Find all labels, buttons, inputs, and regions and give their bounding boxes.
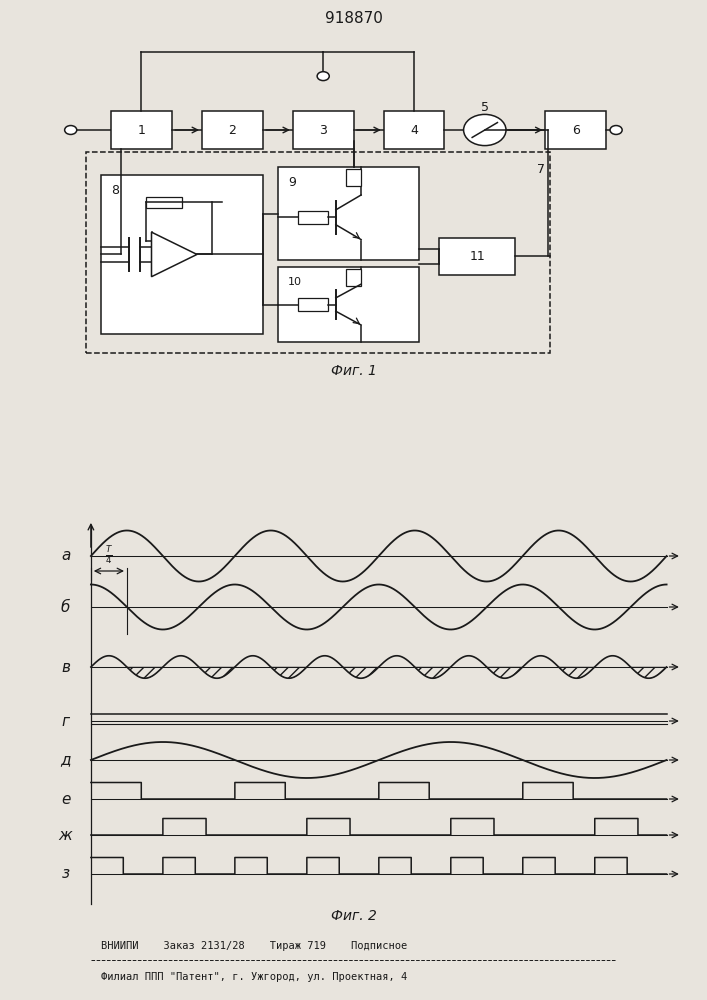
Text: 10: 10	[288, 277, 302, 287]
Bar	[278, 267, 419, 342]
Text: з: з	[62, 866, 70, 882]
Text: б: б	[61, 599, 70, 614]
Bar	[346, 269, 361, 286]
Bar	[111, 111, 172, 149]
Text: 2: 2	[228, 123, 236, 136]
Text: Фиг. 2: Фиг. 2	[331, 909, 376, 923]
Text: 5: 5	[481, 101, 489, 114]
Text: 918870: 918870	[325, 11, 382, 26]
Polygon shape	[151, 232, 197, 277]
Text: а: а	[61, 548, 70, 564]
Circle shape	[64, 126, 77, 134]
Text: 3: 3	[320, 123, 327, 136]
Text: Филиал ППП "Патент", г. Ужгород, ул. Проектная, 4: Филиал ППП "Патент", г. Ужгород, ул. Про…	[101, 972, 407, 982]
Bar	[298, 298, 328, 311]
Text: 1: 1	[137, 123, 146, 136]
Bar	[101, 175, 262, 334]
Bar	[278, 167, 419, 260]
Bar	[439, 238, 515, 275]
Text: 7: 7	[537, 163, 545, 176]
Bar	[146, 197, 182, 208]
Bar	[293, 111, 354, 149]
Bar	[545, 111, 606, 149]
Text: $\frac{T}{4}$: $\frac{T}{4}$	[105, 545, 113, 566]
Text: д: д	[60, 752, 71, 768]
Text: е: е	[61, 792, 70, 806]
Bar	[202, 111, 262, 149]
Text: 6: 6	[572, 123, 580, 136]
Text: 4: 4	[410, 123, 418, 136]
Circle shape	[464, 114, 506, 146]
Circle shape	[317, 72, 329, 81]
Text: 11: 11	[469, 250, 485, 263]
Text: ВНИИПИ    Заказ 2131/28    Тираж 719    Подписное: ВНИИПИ Заказ 2131/28 Тираж 719 Подписное	[101, 941, 407, 951]
Bar	[86, 152, 551, 353]
Text: ж: ж	[59, 828, 73, 842]
Text: 9: 9	[288, 176, 296, 189]
Bar	[384, 111, 445, 149]
Text: г: г	[62, 714, 70, 728]
Text: Фиг. 1: Фиг. 1	[331, 364, 376, 378]
Text: 8: 8	[111, 184, 119, 197]
Bar	[346, 169, 361, 186]
Circle shape	[610, 126, 622, 134]
Bar	[298, 211, 328, 224]
Text: в: в	[61, 660, 70, 674]
